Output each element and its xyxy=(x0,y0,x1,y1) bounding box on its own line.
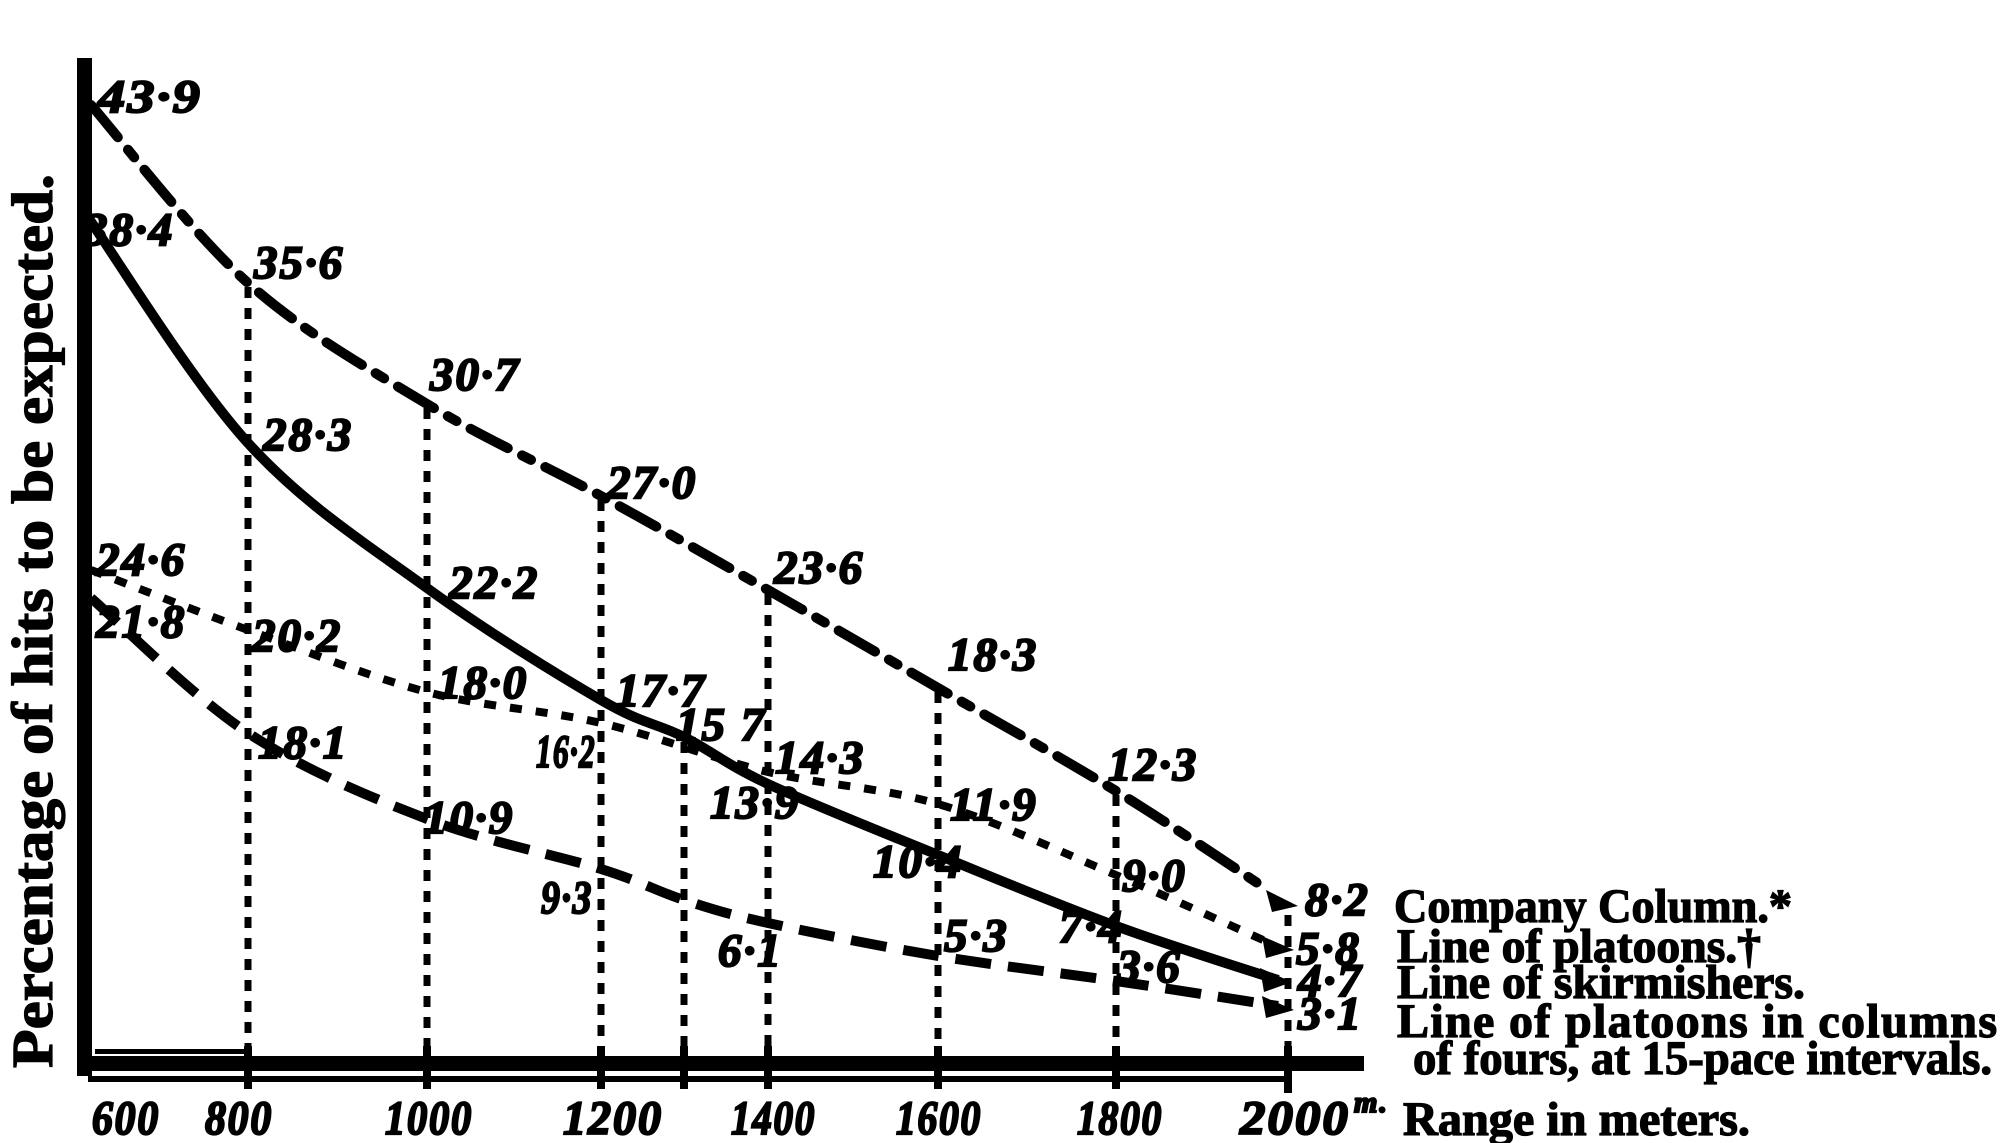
svg-text:18·1: 18·1 xyxy=(258,717,348,769)
svg-text:5·3: 5·3 xyxy=(944,910,1009,962)
svg-text:8·2: 8·2 xyxy=(1305,874,1370,926)
svg-text:Line of platoons.†: Line of platoons.† xyxy=(1397,920,1761,973)
svg-text:7·4: 7·4 xyxy=(1059,901,1124,953)
svg-text:Line of skirmishers.: Line of skirmishers. xyxy=(1397,956,1805,1009)
svg-text:18·3: 18·3 xyxy=(948,629,1038,681)
svg-text:13·9: 13·9 xyxy=(710,777,800,829)
svg-text:28·3: 28·3 xyxy=(262,409,353,461)
svg-text:Percentage of hits to be expec: Percentage of hits to be expected. xyxy=(0,174,65,1068)
svg-text:800: 800 xyxy=(205,1092,273,1143)
svg-text:1400: 1400 xyxy=(731,1092,816,1143)
svg-text:21·8: 21·8 xyxy=(95,596,186,648)
svg-text:43·9: 43·9 xyxy=(97,71,202,123)
svg-text:3·1: 3·1 xyxy=(1297,988,1363,1040)
svg-text:1200: 1200 xyxy=(563,1092,663,1143)
svg-text:9·0: 9·0 xyxy=(1122,850,1187,902)
svg-text:38·4: 38·4 xyxy=(83,204,174,256)
svg-text:10·9: 10·9 xyxy=(424,792,514,844)
svg-text:Line of platoons in columns: Line of platoons in columns xyxy=(1397,995,1997,1048)
svg-text:22·2: 22·2 xyxy=(448,557,539,609)
svg-text:27·0: 27·0 xyxy=(606,457,697,509)
svg-text:17·7: 17·7 xyxy=(616,665,707,717)
svg-text:16·2: 16·2 xyxy=(536,726,596,778)
svg-text:15 7: 15 7 xyxy=(676,699,767,751)
svg-text:24·6: 24·6 xyxy=(95,534,186,586)
svg-text:of fours, at 15-pace intervals: of fours, at 15-pace intervals. xyxy=(1413,1032,1992,1085)
svg-text:2000: 2000 xyxy=(1239,1092,1350,1143)
svg-text:3·6: 3·6 xyxy=(1116,941,1182,993)
svg-text:11·9: 11·9 xyxy=(950,779,1038,831)
svg-text:Range in meters.: Range in meters. xyxy=(1403,1093,1750,1143)
svg-text:10·4: 10·4 xyxy=(873,836,963,888)
svg-text:4·7: 4·7 xyxy=(1297,955,1363,1007)
svg-text:1800: 1800 xyxy=(1077,1092,1163,1143)
svg-text:14·3: 14·3 xyxy=(775,732,865,784)
svg-text:30·7: 30·7 xyxy=(429,349,521,401)
svg-text:600: 600 xyxy=(92,1092,160,1143)
svg-text:6·1: 6·1 xyxy=(718,925,783,977)
svg-text:1600: 1600 xyxy=(896,1092,982,1143)
svg-text:23·6: 23·6 xyxy=(773,542,864,594)
svg-text:12·3: 12·3 xyxy=(1108,739,1198,791)
svg-text:Company Column.*: Company Column.* xyxy=(1394,880,1792,933)
svg-text:9·3: 9·3 xyxy=(541,872,593,924)
svg-text:5·8: 5·8 xyxy=(1296,923,1361,975)
svg-text:18·0: 18·0 xyxy=(438,657,528,709)
svg-text:m.: m. xyxy=(1354,1086,1389,1119)
svg-text:1000: 1000 xyxy=(385,1092,473,1143)
svg-text:35·6: 35·6 xyxy=(253,237,344,289)
svg-text:20·2: 20·2 xyxy=(251,610,342,662)
